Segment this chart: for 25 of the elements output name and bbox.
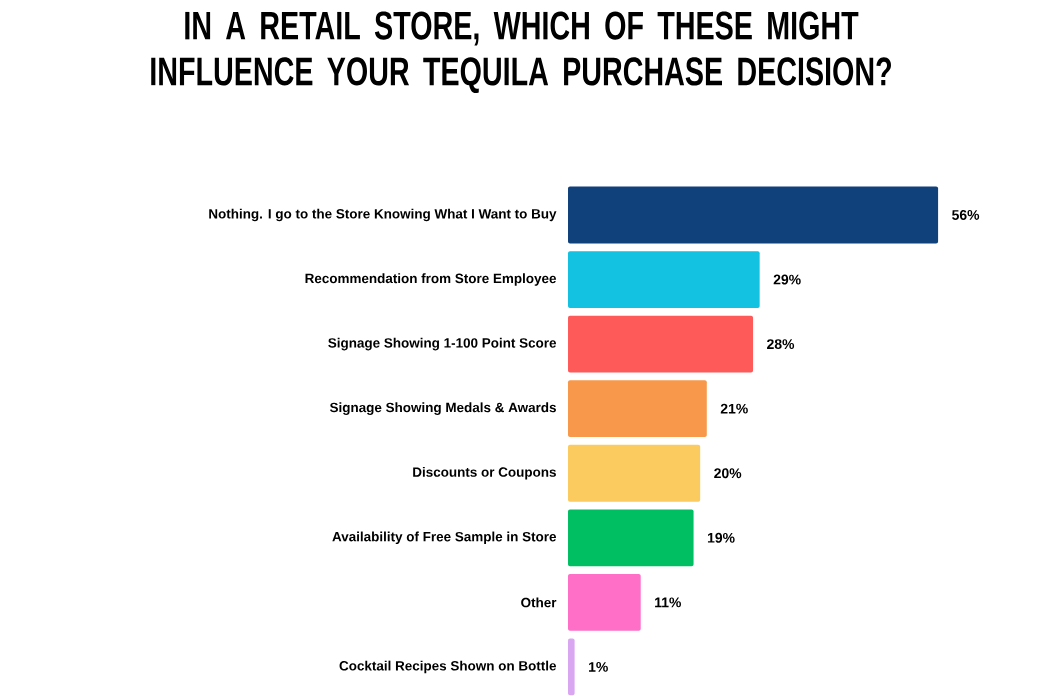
bar [568, 573, 641, 631]
data-label: 1% [589, 662, 608, 672]
y-tick-label: Availability of Free Sample in Store [332, 531, 557, 545]
data-label: 56% [952, 210, 980, 220]
data-label: 29% [773, 274, 801, 285]
y-tick-label: Nothing. I go to the Store Knowing What I Want to Buy [209, 208, 557, 222]
data-label: 21% [720, 403, 748, 414]
y-tick-label: Other [521, 597, 557, 608]
bar [568, 186, 939, 244]
bar [568, 444, 701, 502]
bar [568, 251, 760, 308]
bar [568, 380, 707, 438]
y-tick-label: Cocktail Recipes Shown on Bottle [339, 660, 557, 674]
bar [568, 638, 575, 696]
data-label: 11% [655, 597, 681, 608]
data-label: 19% [707, 532, 735, 543]
y-tick-label: Signage Showing 1-100 Point Score [328, 337, 557, 351]
data-label: 20% [714, 468, 742, 479]
chart-title: IN A RETAIL STORE, WHICH OF THESE MIGHT INFLUENCE YOUR TEQUILA PURCHASE DECISION? [151, 11, 891, 94]
y-tick-label: Recommendation from Store Employee [305, 273, 557, 286]
y-tick-label: Signage Showing Medals & Awards [329, 402, 556, 415]
data-label: 28% [767, 339, 795, 350]
bar [568, 509, 694, 567]
bar [568, 315, 754, 373]
y-tick-label: Discounts or Coupons [413, 466, 556, 480]
